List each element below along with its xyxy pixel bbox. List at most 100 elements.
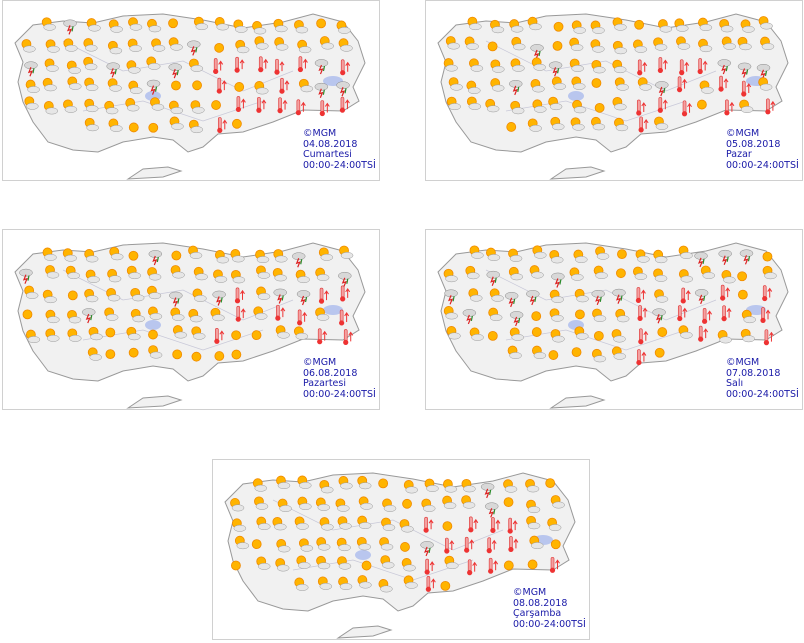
- cloud: [275, 43, 289, 51]
- thermometer-bulb: [234, 298, 241, 304]
- cloud: [45, 107, 59, 115]
- weather-icon: [694, 289, 709, 305]
- sun: [550, 539, 561, 550]
- weather-icon: [83, 56, 98, 71]
- weather-icon: [616, 268, 626, 279]
- thermometer: [761, 307, 765, 320]
- weather-icon: [318, 247, 334, 261]
- weather-icon: [104, 307, 119, 321]
- weather-icon: [694, 252, 708, 268]
- sun: [575, 309, 585, 320]
- thermometer: [679, 59, 684, 72]
- thermometer: [698, 58, 702, 71]
- weather-icon: [637, 59, 648, 76]
- weather-icon: [212, 290, 226, 306]
- arrow-up: [261, 99, 267, 110]
- weather-icon: [252, 21, 267, 35]
- cloud: [677, 42, 691, 50]
- weather-icon: [214, 327, 225, 344]
- weather-icon: [193, 16, 209, 31]
- sun: [593, 330, 604, 341]
- weather-icon: [293, 326, 309, 340]
- weather-icon: [614, 117, 629, 132]
- cloud: [128, 66, 141, 74]
- arrow-up: [430, 578, 436, 589]
- weather-icon: [740, 328, 755, 343]
- weather-icon: [214, 42, 225, 53]
- weather-icon: [678, 269, 694, 283]
- weather-icon: [633, 266, 648, 280]
- sun: [234, 82, 245, 92]
- sun: [211, 100, 221, 110]
- weather-icon: [758, 16, 773, 30]
- thermometer: [508, 517, 512, 531]
- thermometer: [235, 56, 239, 70]
- arrow-up: [303, 58, 308, 69]
- weather-icon: [210, 307, 225, 322]
- weather-icon: [256, 516, 271, 530]
- weather-icon: [612, 17, 627, 31]
- cloud: [527, 506, 541, 514]
- weather-icon: [254, 81, 269, 95]
- thermometer-bulb: [638, 339, 644, 345]
- cloud: [257, 562, 271, 570]
- weather-icon: [681, 100, 692, 117]
- weather-icon: [297, 56, 308, 73]
- arrow-up: [641, 102, 647, 112]
- weather-icon: [569, 58, 584, 72]
- thermometer-bulb: [657, 67, 663, 74]
- thermometer: [638, 305, 642, 318]
- weather-icon: [275, 325, 290, 339]
- weather-icon: [549, 556, 560, 573]
- map-panel: ©MGM 06.08.2018 Pazartesi 00:00-24:00TSİ: [2, 229, 380, 410]
- sun: [657, 327, 668, 337]
- weather-icon: [572, 99, 587, 114]
- thermometer-bulb: [318, 298, 325, 304]
- weather-icon: [315, 307, 330, 321]
- weather-icon: [316, 555, 331, 570]
- thermometer-bulb: [214, 338, 220, 344]
- weather-icon: [593, 330, 604, 341]
- thermometer-bulb: [765, 109, 771, 115]
- lightning: [341, 277, 347, 288]
- weather-icon: [21, 39, 36, 53]
- weather-icon: [172, 325, 188, 339]
- weather-icon: [464, 36, 479, 50]
- weather-icon: [469, 58, 484, 72]
- weather-icon: [570, 117, 585, 131]
- thermometer: [236, 305, 241, 319]
- weather-icon: [654, 347, 665, 358]
- weather-icon: [192, 288, 207, 302]
- cloud: [573, 26, 586, 34]
- weather-icon: [737, 62, 752, 78]
- map: [437, 13, 789, 180]
- cloud: [613, 335, 626, 343]
- cloud: [489, 314, 503, 322]
- weather-icon: [335, 498, 350, 512]
- weather-icon: [314, 82, 329, 98]
- thermometer: [677, 305, 682, 318]
- weather-icon: [148, 345, 163, 359]
- cloud: [233, 524, 247, 532]
- weather-icon: [612, 59, 627, 74]
- cloud: [358, 482, 372, 490]
- cloud: [64, 105, 78, 113]
- arrow-up: [218, 60, 224, 71]
- weather-icon: [148, 250, 163, 266]
- weather-icon: [443, 306, 458, 320]
- weather-icon: [487, 41, 498, 52]
- thermometer: [296, 99, 301, 113]
- cloud: [26, 102, 39, 110]
- weather-icon: [550, 539, 561, 550]
- weather-icon: [235, 305, 246, 322]
- weather-icon: [468, 516, 479, 533]
- weather-icon: [461, 478, 476, 493]
- cloud: [531, 271, 544, 279]
- cloud: [44, 84, 57, 92]
- thermometer: [636, 99, 641, 113]
- thermometer-bulb: [339, 320, 345, 326]
- cloud: [258, 523, 271, 530]
- weather-icon: [756, 63, 771, 80]
- cloud: [254, 484, 268, 492]
- weather-icon: [84, 98, 99, 113]
